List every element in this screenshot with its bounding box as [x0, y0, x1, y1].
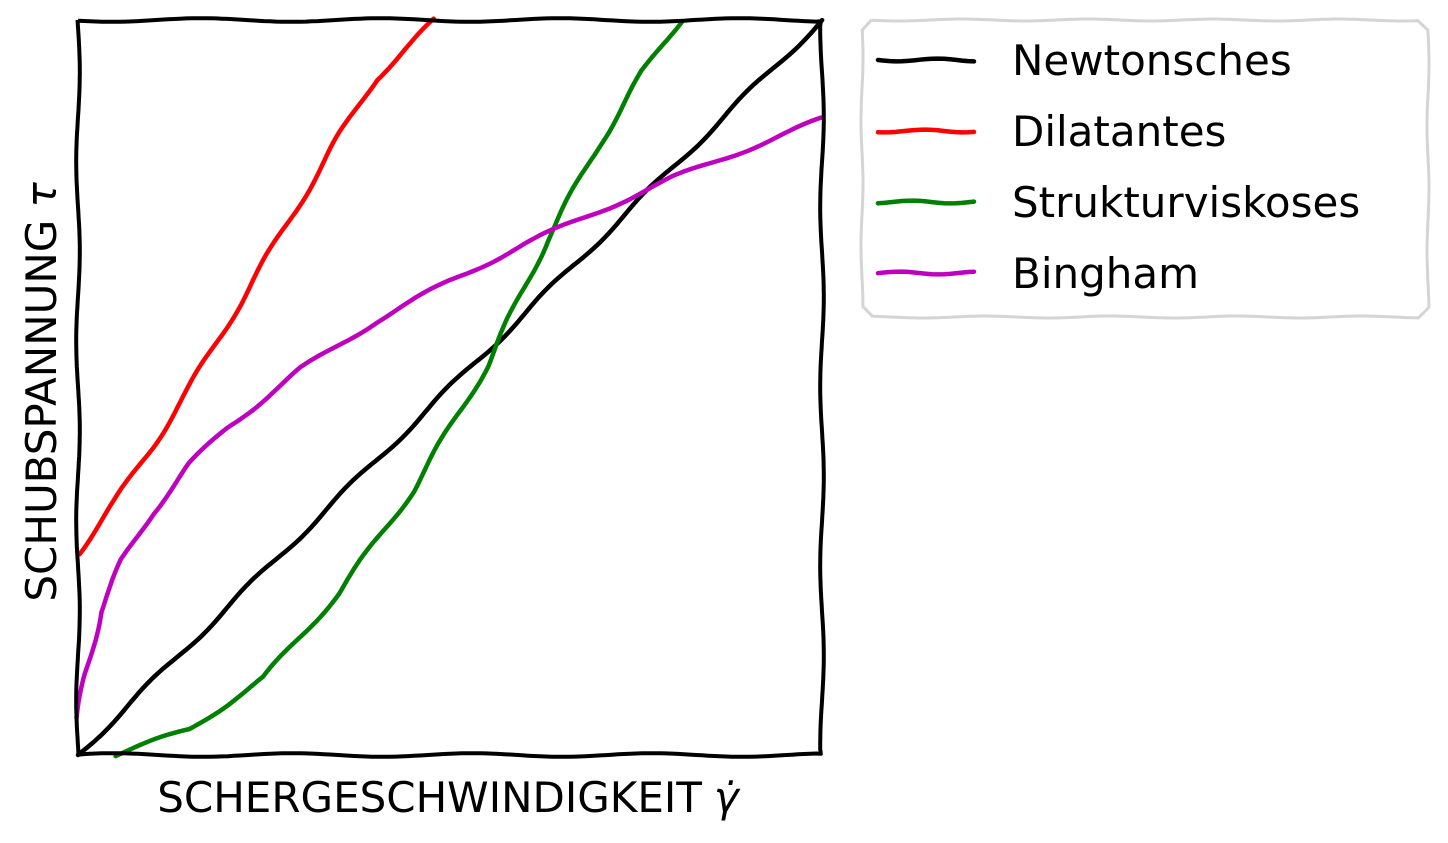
legend-swatch-newtonsches — [875, 56, 977, 64]
x-axis-label-text: SCHERGESCHWINDIGKEIT — [157, 773, 702, 822]
y-axis-label: SCHUBSPANNUNG τ — [17, 182, 66, 602]
plot-frame — [74, 16, 826, 759]
legend-swatch-strukturviskoses — [875, 198, 977, 206]
legend-swatch-dilatantes — [875, 127, 977, 135]
legend-frame — [859, 17, 1431, 320]
legend-label-newtonsches: Newtonsches — [1012, 36, 1292, 85]
x-axis-label-symbol: γ̇ — [714, 773, 741, 822]
plot-lines — [74, 16, 825, 759]
x-axis-label: SCHERGESCHWINDIGKEIT γ̇ — [157, 773, 741, 822]
legend-label-strukturviskoses: Strukturviskoses — [1012, 178, 1360, 227]
legend-label-bingham: Bingham — [1012, 249, 1199, 298]
y-axis-label-text: SCHUBSPANNUNG — [17, 220, 66, 602]
legend-swatch-bingham — [875, 269, 977, 277]
series-line-strukturviskoses — [113, 19, 685, 759]
series-line-dilatantes — [77, 16, 436, 557]
legend-items: Newtonsches Dilatantes Strukturviskoses Bin… — [875, 36, 1360, 298]
series-line-bingham — [74, 115, 824, 721]
series-line-newtonsches — [75, 17, 825, 758]
y-axis-label-symbol: τ — [17, 182, 66, 208]
legend-label-dilatantes: Dilatantes — [1012, 107, 1226, 156]
legend: Newtonsches Dilatantes Strukturviskoses Bin… — [859, 17, 1431, 320]
